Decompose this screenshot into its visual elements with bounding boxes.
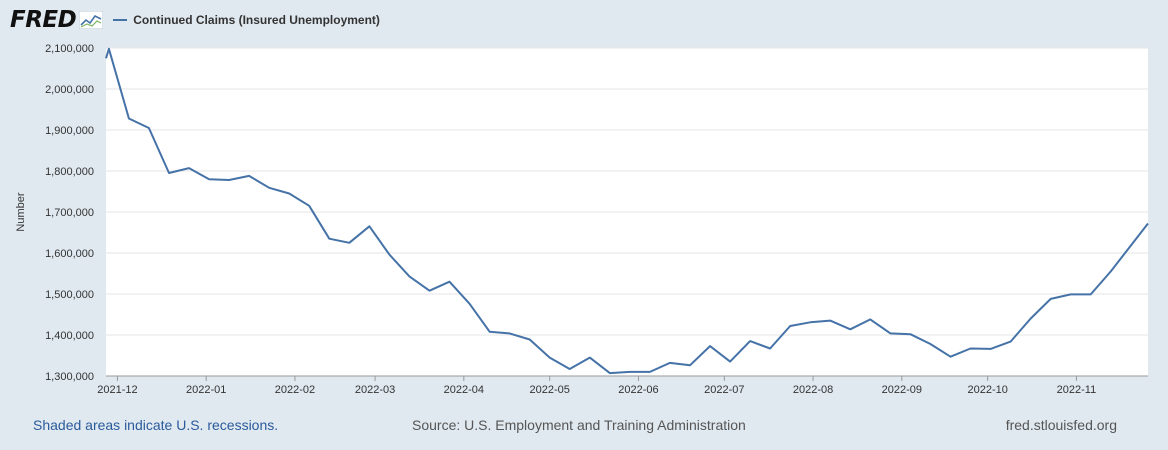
x-tick-label: 2022-01 (186, 384, 226, 396)
site-link[interactable]: fred.stlouisfed.org (1005, 417, 1117, 433)
x-tick-label: 2022-07 (704, 384, 744, 396)
x-tick-label: 2022-03 (355, 384, 395, 396)
y-tick-label: 2,100,000 (45, 43, 94, 55)
legend-label: Continued Claims (Insured Unemployment) (133, 13, 380, 27)
y-axis-label: Number (15, 192, 27, 231)
x-tick-label: 2022-11 (1057, 384, 1097, 396)
y-tick-label: 1,700,000 (45, 207, 94, 219)
x-axis-ticks: 2021-12 2022-01 2022-02 2022-03 2022-04 2022-… (97, 376, 1096, 396)
y-tick-label: 1,600,000 (45, 248, 94, 260)
y-tick-label: 1,800,000 (45, 166, 94, 178)
y-tick-label: 1,900,000 (45, 125, 94, 137)
recession-note-link[interactable]: Shaded areas indicate U.S. recessions. (33, 417, 279, 433)
series-line (105, 47, 1149, 375)
y-axis-ticks: 1,300,000 1,400,000 1,500,000 1,600,000 1,70… (45, 43, 94, 383)
y-tick-label: 1,400,000 (45, 330, 94, 342)
gridlines (106, 47, 1148, 336)
series-layer (105, 47, 1149, 375)
chart-legend: Continued Claims (Insured Unemployment) (113, 13, 380, 27)
x-tick-label: 2021-12 (97, 384, 137, 396)
logo-text: FRED (10, 7, 77, 33)
chart-header: FRED Continued Claims (Insured Unemploym… (10, 6, 380, 34)
source-text: Source: U.S. Employment and Training Adm… (412, 417, 746, 433)
x-tick-label: 2022-04 (444, 384, 484, 396)
x-tick-label: 2022-06 (618, 384, 658, 396)
y-tick-label: 2,000,000 (45, 84, 94, 96)
x-tick-label: 2022-02 (275, 384, 315, 396)
x-tick-label: 2022-09 (882, 384, 922, 396)
x-tick-label: 2022-10 (968, 384, 1008, 396)
legend-swatch (113, 19, 128, 21)
y-tick-label: 1,500,000 (45, 289, 94, 301)
x-tick-label: 2022-08 (793, 384, 833, 396)
x-tick-label: 2022-05 (530, 384, 570, 396)
y-tick-label: 1,300,000 (45, 371, 94, 383)
